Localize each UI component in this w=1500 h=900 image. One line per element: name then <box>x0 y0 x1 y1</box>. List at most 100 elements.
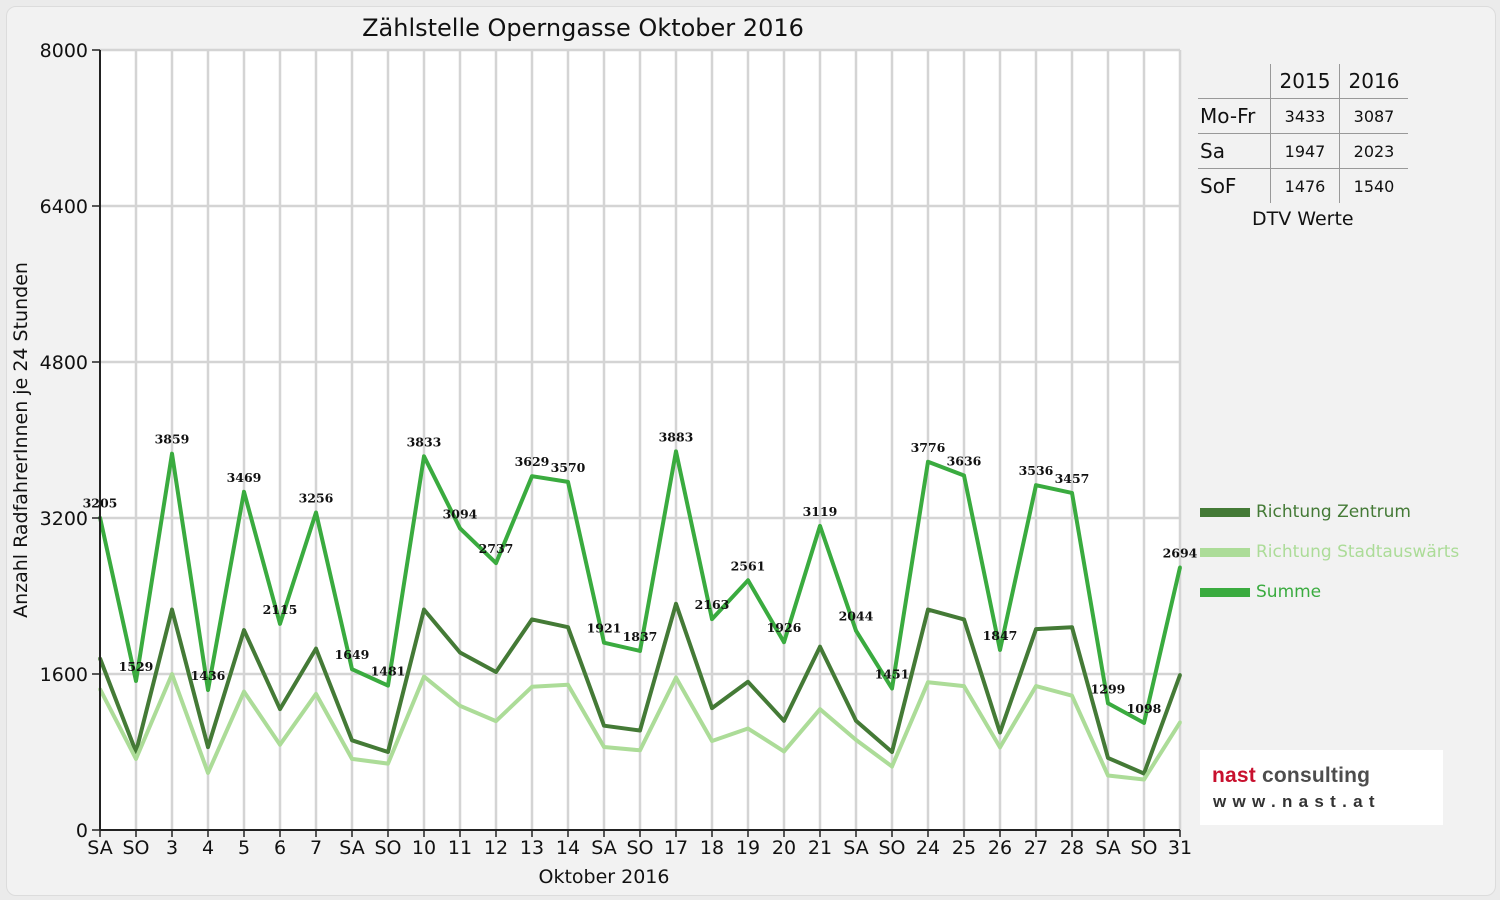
dtv-value: 3433 <box>1270 98 1340 134</box>
data-point <box>170 607 174 612</box>
x-tick-label: 26 <box>988 837 1012 859</box>
x-tick-label: SO <box>1130 837 1157 859</box>
data-point <box>530 474 534 478</box>
dtv-row-mofr: Mo-Fr 3433 3087 <box>1198 98 1408 134</box>
data-point <box>818 524 822 528</box>
grid <box>100 48 1182 830</box>
x-tick-label: SA <box>87 837 112 859</box>
data-point <box>1106 756 1110 760</box>
data-point <box>854 628 858 633</box>
x-tick-label: 25 <box>952 837 976 859</box>
x-tick-label: 5 <box>238 837 250 859</box>
x-tick-label: 6 <box>274 837 286 859</box>
data-label: 1481 <box>371 664 406 679</box>
data-point <box>602 723 606 728</box>
company-logo: nast consulting www.nast.at <box>1200 750 1443 825</box>
data-point <box>386 761 390 766</box>
data-label: 3536 <box>1019 463 1054 478</box>
data-point <box>1034 483 1038 488</box>
dtv-table: 2015 2016 Mo-Fr 3433 3087 Sa 1947 2023 S… <box>1198 64 1408 203</box>
data-point <box>1178 673 1182 677</box>
x-tick-label: SO <box>122 837 149 859</box>
data-point <box>926 460 930 464</box>
dtv-row-sa: Sa 1947 2023 <box>1198 133 1408 169</box>
data-point <box>242 628 246 632</box>
data-point <box>494 670 498 674</box>
data-point <box>494 561 498 565</box>
data-point <box>206 745 210 749</box>
dtv-caption: DTV Werte <box>1252 208 1354 230</box>
dtv-year-2016: 2016 <box>1339 64 1408 99</box>
data-point <box>530 684 534 689</box>
data-point <box>1178 720 1182 725</box>
data-label: 3776 <box>911 440 946 455</box>
data-label: 3469 <box>227 470 262 485</box>
x-tick-label: 11 <box>448 837 472 859</box>
data-point <box>710 739 714 743</box>
y-axis-title: Anzahl RadfahrerInnen je 24 Stunden <box>10 262 32 618</box>
x-tick-label: SO <box>374 837 401 859</box>
y-tick-label: 3200 <box>40 508 88 530</box>
data-point <box>134 757 138 761</box>
data-point <box>746 680 750 684</box>
legend-item-stadtauswaerts: Richtung Stadtauswärts <box>1200 532 1459 572</box>
x-tick-label: 17 <box>664 837 688 859</box>
dtv-value: 3087 <box>1339 98 1408 134</box>
data-point <box>962 617 966 622</box>
data-point <box>602 640 606 645</box>
data-point <box>998 745 1002 750</box>
data-point <box>710 706 714 710</box>
data-point <box>1070 491 1074 495</box>
data-point <box>350 757 354 761</box>
legend: Richtung Zentrum Richtung Stadtauswärts … <box>1200 492 1459 612</box>
data-label: 1098 <box>1127 701 1162 716</box>
data-label: 1847 <box>983 628 1018 643</box>
data-label: 3119 <box>803 504 838 519</box>
data-point <box>206 771 210 775</box>
data-point <box>458 526 462 531</box>
data-point <box>1034 627 1038 631</box>
data-point <box>818 707 822 711</box>
data-label: 2737 <box>479 541 514 556</box>
data-point <box>458 703 462 708</box>
x-tick-label: 19 <box>736 837 760 859</box>
data-point <box>242 489 246 494</box>
data-label: 1837 <box>623 629 658 644</box>
x-axis-title: Oktober 2016 <box>539 866 670 888</box>
x-tick-label: SA <box>339 837 364 859</box>
data-label: 3833 <box>407 434 442 449</box>
dtv-row-label: Mo-Fr <box>1198 98 1271 134</box>
axes: 0 1600 3200 4800 6400 8000 SA SO 3 4 5 6 7 SA SO 10 11 12… <box>40 40 1192 859</box>
series-lines <box>98 449 1182 782</box>
data-point <box>782 719 786 723</box>
data-point <box>926 607 930 612</box>
data-point <box>278 742 282 747</box>
x-tick-label: 12 <box>484 837 508 859</box>
data-point <box>890 764 894 769</box>
data-point <box>854 738 858 742</box>
x-tick-label: SA <box>843 837 868 859</box>
data-label: 3457 <box>1055 471 1090 486</box>
data-point <box>746 578 750 583</box>
data-label: 1436 <box>191 668 226 683</box>
data-point <box>1106 773 1110 778</box>
y-tick-label: 8000 <box>40 40 88 62</box>
legend-label-stadtauswaerts: Richtung Stadtauswärts <box>1256 542 1460 562</box>
data-point <box>1106 701 1110 706</box>
data-point <box>1142 721 1146 725</box>
x-tick-label: 20 <box>772 837 796 859</box>
data-point <box>710 617 714 621</box>
y-tick-label: 6400 <box>40 196 88 218</box>
data-point <box>206 688 210 692</box>
data-point <box>890 686 894 691</box>
data-point <box>134 679 138 683</box>
dtv-value: 1540 <box>1339 168 1408 203</box>
data-point <box>314 510 318 515</box>
data-label: 3570 <box>551 460 586 475</box>
data-point <box>278 621 282 626</box>
logo-name-rest: consulting <box>1255 764 1371 787</box>
data-point <box>890 750 894 754</box>
logo-name: nast consulting <box>1212 764 1370 788</box>
data-point <box>530 617 534 622</box>
